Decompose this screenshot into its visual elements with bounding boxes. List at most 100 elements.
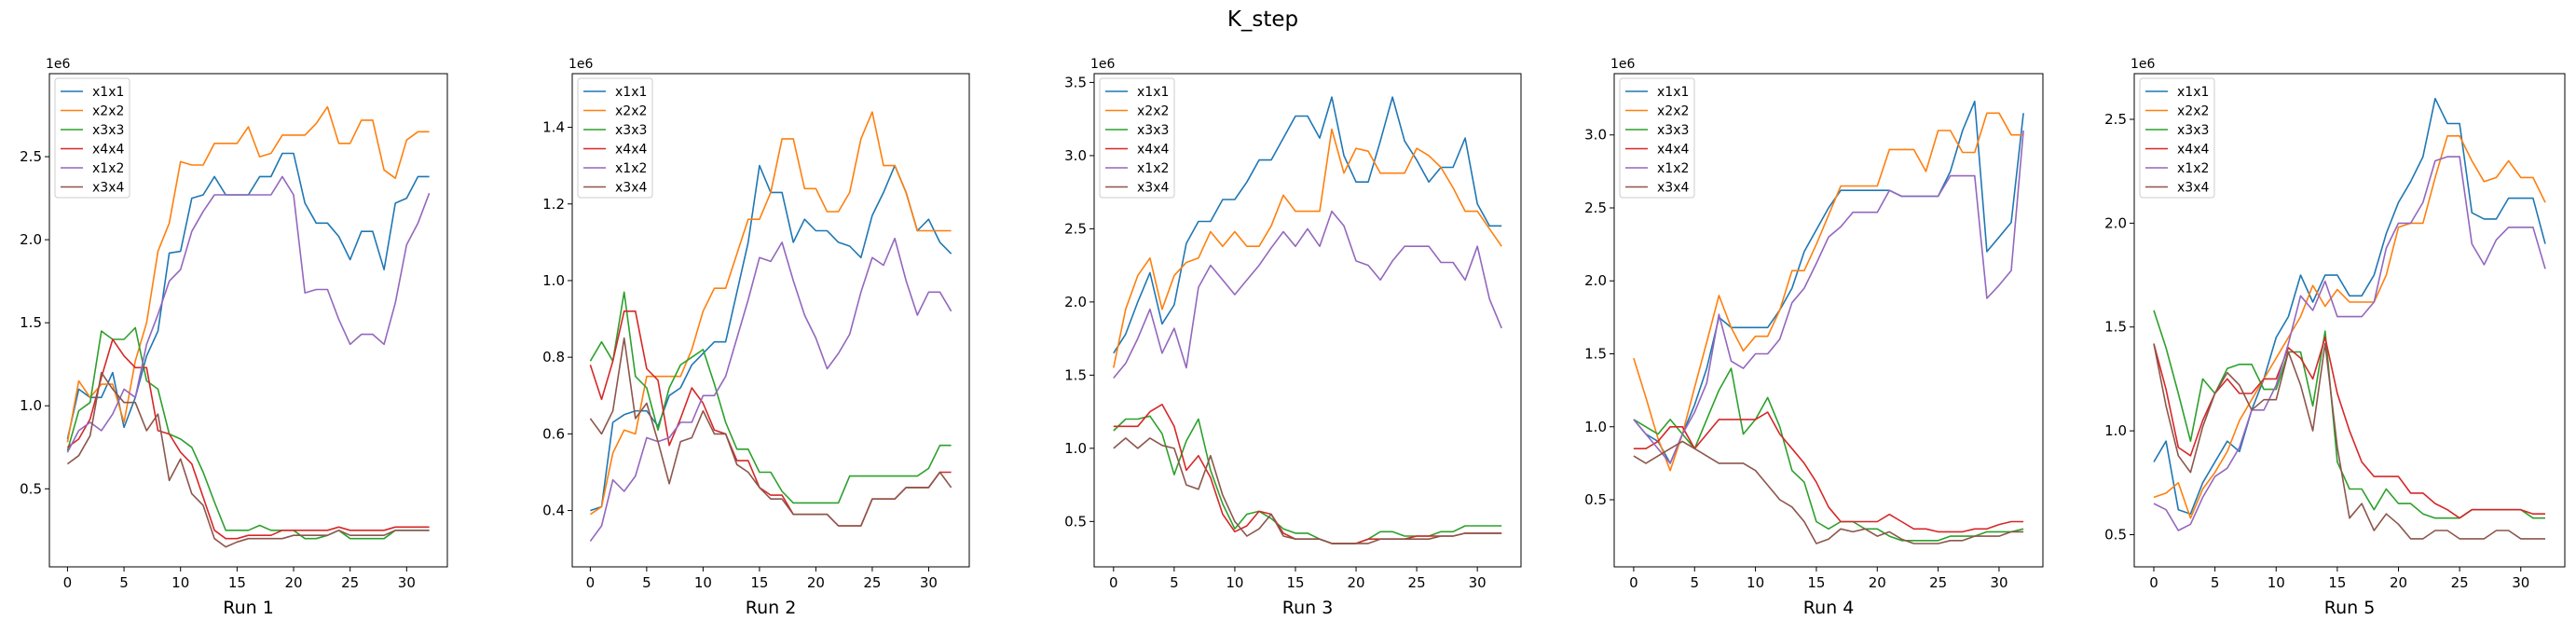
legend-label-x3x4: x3x4 bbox=[615, 181, 647, 196]
series-line-x2x2 bbox=[2153, 135, 2546, 519]
legend-label-x3x3: x3x3 bbox=[92, 123, 124, 138]
x-tick-label: 20 bbox=[1869, 574, 1886, 591]
legend-label-x3x4: x3x4 bbox=[1137, 181, 1169, 196]
series-line-x4x4 bbox=[589, 310, 952, 527]
legend: x1x1 x2x2 x3x3 x4x4 x1x2 x3x4 bbox=[54, 77, 130, 199]
legend-label-x1x1: x1x1 bbox=[2177, 85, 2209, 100]
legend-label-x3x4: x3x4 bbox=[1657, 181, 1689, 196]
x-tick-label: 15 bbox=[1286, 574, 1304, 591]
legend-label-x4x4: x4x4 bbox=[2177, 143, 2209, 158]
x-tick-label: 10 bbox=[2268, 574, 2285, 591]
y-tick-label: 2.0 bbox=[1064, 294, 1087, 310]
x-tick-label: 5 bbox=[2211, 574, 2220, 591]
x-tick-label: 25 bbox=[341, 574, 359, 591]
legend-label-x3x3: x3x3 bbox=[2177, 123, 2209, 138]
x-tick-label: 0 bbox=[1109, 574, 1118, 591]
axes-frame bbox=[1613, 73, 2044, 568]
y-tick-label: 1.0 bbox=[2104, 422, 2127, 439]
x-tick-label: 30 bbox=[920, 574, 938, 591]
series-line-x3x4 bbox=[1113, 437, 1502, 544]
y-tick-label: 1.5 bbox=[1064, 366, 1087, 383]
x-tick-label: 10 bbox=[1747, 574, 1764, 591]
x-tick-label: 20 bbox=[2390, 574, 2407, 591]
y-tick-label: 3.0 bbox=[1064, 147, 1087, 164]
y-tick-label: 1.5 bbox=[20, 314, 42, 331]
x-tick-label: 15 bbox=[228, 574, 246, 591]
x-tick-label: 0 bbox=[2149, 574, 2158, 591]
series-line-x4x4 bbox=[2153, 337, 2545, 519]
x-axis-label: Run 1 bbox=[223, 598, 274, 618]
y-tick-label: 1.0 bbox=[1064, 440, 1087, 457]
series-line-x3x4 bbox=[1633, 440, 2024, 544]
legend-label-x2x2: x2x2 bbox=[1657, 104, 1689, 119]
legend-label-x3x3: x3x3 bbox=[1657, 123, 1689, 138]
legend-label-x3x4: x3x4 bbox=[92, 181, 124, 196]
x-tick-label: 5 bbox=[1690, 574, 1699, 591]
x-tick-label: 20 bbox=[1347, 574, 1364, 591]
legend-label-x2x2: x2x2 bbox=[615, 104, 647, 119]
x-tick-label: 0 bbox=[586, 574, 596, 591]
x-tick-label: 25 bbox=[2451, 574, 2469, 591]
series-line-x2x2 bbox=[1113, 128, 1502, 368]
y-tick-label: 2.5 bbox=[1064, 220, 1087, 237]
x-tick-label: 10 bbox=[171, 574, 189, 591]
series-line-x3x3 bbox=[2153, 310, 2545, 519]
y-tick-label: 0.5 bbox=[1584, 491, 1607, 508]
y-scale-label: 1e6 bbox=[1610, 57, 1636, 72]
y-scale-label: 1e6 bbox=[569, 57, 594, 72]
legend: x1x1 x2x2 x3x3 x4x4 x1x2 x3x4 bbox=[1619, 77, 1695, 199]
x-axis-label: Run 3 bbox=[1282, 598, 1334, 618]
y-tick-label: 2.5 bbox=[20, 148, 42, 165]
y-tick-label: 0.6 bbox=[542, 425, 565, 442]
x-tick-label: 30 bbox=[398, 574, 416, 591]
y-tick-label: 1.5 bbox=[2104, 319, 2127, 336]
y-tick-label: 0.4 bbox=[542, 503, 565, 519]
series-line-x2x2 bbox=[1633, 112, 2024, 472]
x-tick-label: 20 bbox=[807, 574, 825, 591]
series-line-x4x4 bbox=[1633, 411, 2024, 533]
y-tick-label: 1.5 bbox=[1584, 345, 1607, 362]
y-tick-label: 2.5 bbox=[2104, 111, 2127, 128]
x-tick-label: 5 bbox=[642, 574, 651, 591]
y-tick-label: 2.0 bbox=[1584, 272, 1607, 289]
x-axis-label: Run 2 bbox=[746, 598, 797, 618]
axes-frame bbox=[571, 73, 970, 568]
x-tick-label: 5 bbox=[1170, 574, 1179, 591]
y-tick-label: 2.0 bbox=[20, 231, 42, 248]
x-tick-label: 15 bbox=[1807, 574, 1825, 591]
series-line-x3x3 bbox=[1113, 415, 1502, 544]
series-line-x1x1 bbox=[2153, 97, 2546, 516]
y-tick-label: 0.5 bbox=[20, 480, 42, 497]
y-tick-label: 1.0 bbox=[1584, 419, 1607, 435]
legend-label-x3x4: x3x4 bbox=[2177, 181, 2209, 196]
legend-label-x1x2: x1x2 bbox=[1137, 161, 1169, 176]
series-line-x1x2 bbox=[589, 237, 952, 542]
y-tick-label: 3.0 bbox=[1584, 127, 1607, 144]
y-tick-label: 0.5 bbox=[2104, 526, 2127, 543]
series-line-x3x3 bbox=[66, 326, 430, 540]
y-tick-label: 2.5 bbox=[1584, 200, 1607, 216]
y-scale-label: 1e6 bbox=[2131, 57, 2156, 72]
y-tick-label: 1.0 bbox=[542, 272, 565, 289]
chart-panel-run-4: 0 5 10 15 20 25 30 0.5 1.0 1.5 2.0 2.5 3.0 1e6 Run 4 x1… bbox=[1584, 57, 2044, 618]
legend: x1x1 x2x2 x3x3 x4x4 x1x2 x3x4 bbox=[1099, 77, 1175, 199]
x-tick-label: 0 bbox=[1629, 574, 1638, 591]
x-tick-label: 25 bbox=[1929, 574, 1947, 591]
legend-label-x1x2: x1x2 bbox=[615, 161, 647, 176]
x-tick-label: 20 bbox=[284, 574, 302, 591]
series-line-x3x4 bbox=[589, 337, 952, 527]
series-line-x1x2 bbox=[1113, 210, 1502, 379]
x-tick-label: 15 bbox=[750, 574, 768, 591]
series-line-x1x1 bbox=[590, 164, 952, 512]
series-line-x1x2 bbox=[1633, 130, 2024, 464]
series-line-x1x2 bbox=[2153, 156, 2546, 531]
legend-label-x3x3: x3x3 bbox=[1137, 123, 1169, 138]
x-axis-label: Run 5 bbox=[2324, 598, 2376, 618]
series-line-x3x4 bbox=[2153, 342, 2545, 540]
legend-label-x2x2: x2x2 bbox=[2177, 104, 2209, 119]
legend-label-x1x1: x1x1 bbox=[92, 85, 124, 100]
